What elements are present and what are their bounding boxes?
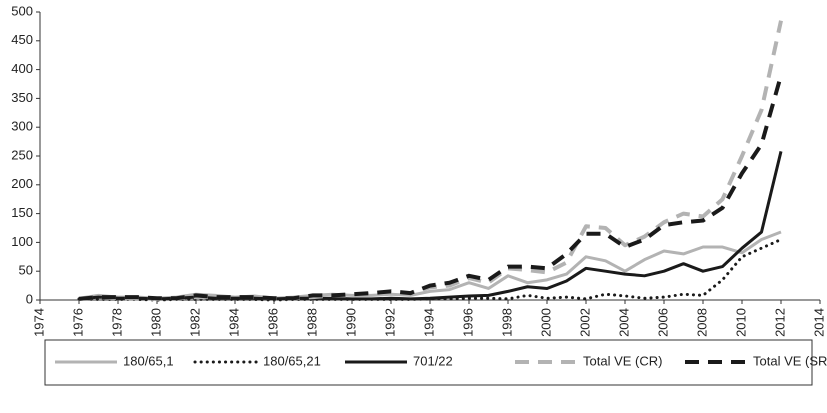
legend-label: 701/22 <box>413 353 453 368</box>
x-tick-label: 2012 <box>772 308 787 337</box>
x-tick-label: 2000 <box>538 308 553 337</box>
y-tick-label: 0 <box>26 291 33 306</box>
y-tick-label: 100 <box>11 234 33 249</box>
x-tick-label: 1990 <box>343 308 358 337</box>
y-tick-label: 300 <box>11 119 33 134</box>
x-tick-label: 1982 <box>187 308 202 337</box>
x-tick-label: 1998 <box>499 308 514 337</box>
legend-label: 180/65,21 <box>263 353 321 368</box>
x-tick-label: 1994 <box>421 308 436 337</box>
y-tick-label: 400 <box>11 61 33 76</box>
legend-label: Total VE (SR) <box>753 353 827 368</box>
x-tick-label: 1976 <box>70 308 85 337</box>
x-tick-label: 2006 <box>655 308 670 337</box>
x-tick-label: 2004 <box>616 308 631 337</box>
y-tick-label: 150 <box>11 205 33 220</box>
y-tick-label: 200 <box>11 176 33 191</box>
legend-label: Total VE (CR) <box>583 353 662 368</box>
series-line <box>77 238 783 302</box>
series-line <box>78 20 783 301</box>
x-tick-label: 2008 <box>694 308 709 337</box>
x-tick-label: 1978 <box>109 308 124 337</box>
x-tick-label: 2010 <box>733 308 748 337</box>
x-tick-label: 1980 <box>148 308 163 337</box>
x-tick-label: 1986 <box>265 308 280 337</box>
series-line <box>78 74 783 301</box>
x-tick-label: 1988 <box>304 308 319 337</box>
y-tick-label: 450 <box>11 32 33 47</box>
y-tick-label: 350 <box>11 90 33 105</box>
x-tick-label: 1996 <box>460 308 475 337</box>
y-tick-label: 50 <box>19 263 33 278</box>
x-tick-label: 2014 <box>811 308 826 337</box>
x-tick-label: 1984 <box>226 308 241 337</box>
x-tick-label: 2002 <box>577 308 592 337</box>
y-tick-label: 500 <box>11 3 33 18</box>
x-tick-label: 1992 <box>382 308 397 337</box>
y-tick-label: 250 <box>11 147 33 162</box>
legend-label: 180/65,1 <box>123 353 174 368</box>
legend-box <box>44 339 813 386</box>
x-tick-label: 1974 <box>31 308 46 337</box>
